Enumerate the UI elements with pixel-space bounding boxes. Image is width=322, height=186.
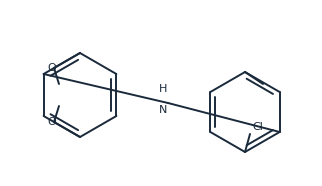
Text: Cl: Cl [252, 122, 263, 132]
Text: N: N [159, 105, 167, 115]
Text: H: H [159, 84, 167, 94]
Text: O: O [48, 63, 56, 73]
Text: O: O [48, 117, 56, 127]
